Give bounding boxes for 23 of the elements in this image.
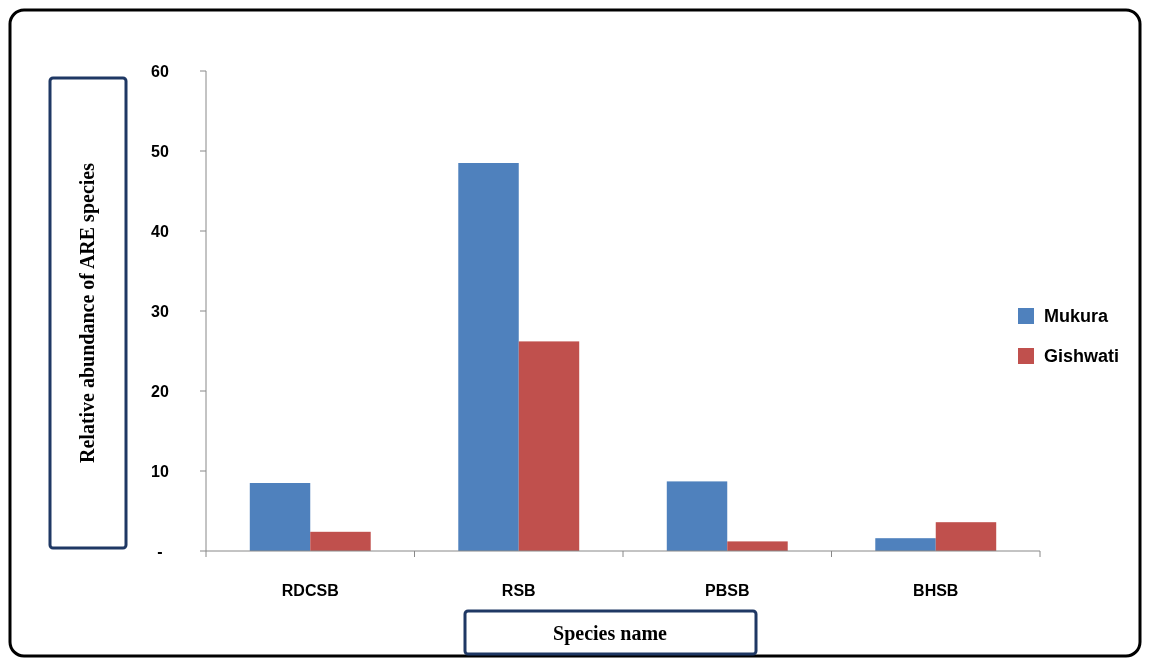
y-tick-label: 40 — [151, 222, 169, 240]
y-tick-label: - — [157, 542, 163, 560]
x-tick-label: PBSB — [705, 582, 750, 599]
x-tick-label: BHSB — [913, 582, 959, 599]
bar — [875, 538, 936, 551]
bar — [310, 531, 371, 551]
y-tick-label: 60 — [151, 62, 169, 80]
legend-label: Gishwati — [1044, 346, 1120, 367]
y-tick-label: 30 — [151, 302, 169, 320]
bar — [249, 483, 311, 551]
bar — [666, 481, 728, 551]
bar — [518, 341, 580, 551]
x-tick-label: RSB — [501, 582, 536, 599]
bar — [935, 522, 997, 551]
legend-label: Mukura — [1044, 306, 1109, 327]
bar — [727, 541, 788, 551]
bar — [458, 163, 519, 551]
y-tick-label: 50 — [151, 142, 169, 160]
y-axis-title: Relative abundance of ARE species — [76, 162, 99, 463]
x-axis-title: Species name — [553, 622, 668, 645]
y-tick-label: 20 — [151, 382, 169, 400]
y-tick-label: 10 — [151, 462, 169, 480]
x-tick-label: RDCSB — [281, 582, 339, 599]
